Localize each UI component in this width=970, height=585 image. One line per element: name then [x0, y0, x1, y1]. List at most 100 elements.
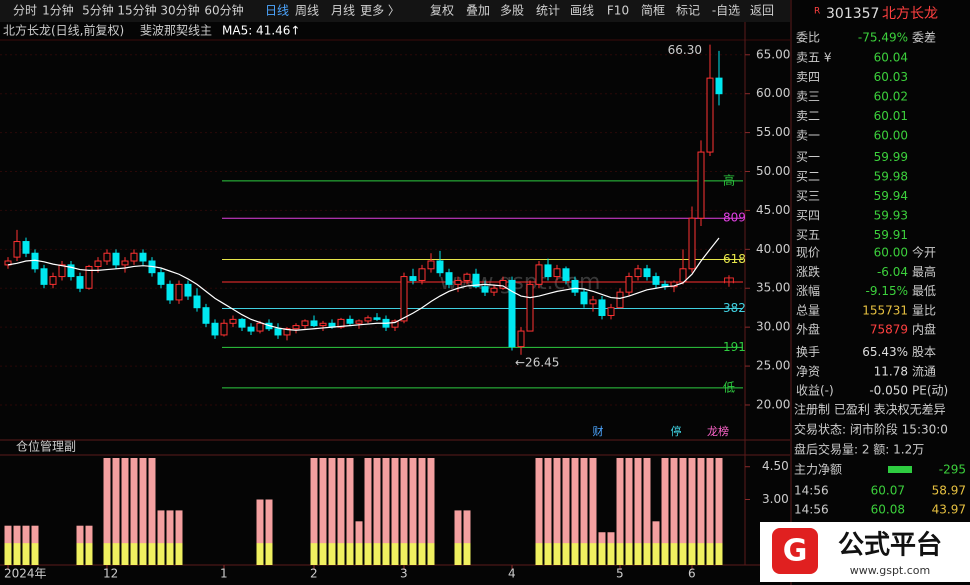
candle-body: [607, 307, 615, 316]
candle-body: [625, 276, 633, 293]
toolbar-button[interactable]: -自选: [712, 4, 740, 18]
candle-body: [220, 322, 228, 336]
position-bar: [121, 543, 129, 565]
position-bar: [139, 543, 147, 565]
toolbar-button[interactable]: 统计: [536, 4, 560, 18]
position-bar: [130, 543, 138, 565]
position-bar: [652, 543, 660, 565]
quote-value: 59.99: [874, 150, 908, 164]
position-bar: [76, 543, 84, 565]
y-tick-label: 3.00: [762, 492, 789, 506]
toolbar-button[interactable]: 多股: [500, 4, 524, 18]
candle-body: [391, 320, 399, 328]
svg-text:G: G: [783, 534, 808, 569]
toolbar-button[interactable]: F10: [607, 4, 629, 18]
toolbar-button[interactable]: 简框: [641, 4, 665, 18]
candle-body: [499, 279, 507, 289]
candle-body: [310, 320, 318, 327]
position-bar: [256, 499, 264, 565]
toolbar-button[interactable]: 更多 〉: [360, 4, 400, 18]
candle-body: [112, 252, 120, 266]
position-bar: [418, 458, 426, 565]
y-tick-label: 30.00: [756, 320, 790, 334]
candle-body: [436, 260, 444, 274]
candle-body: [634, 268, 642, 278]
quote-value: 155731: [862, 303, 908, 317]
toolbar-button[interactable]: 30分钟: [160, 3, 199, 18]
chart-title: 北方长龙(日线,前复权): [3, 23, 124, 38]
toolbar-button[interactable]: 分时: [13, 4, 37, 18]
toolbar-button[interactable]: 月线: [331, 4, 355, 18]
toolbar-button[interactable]: 返回: [750, 4, 774, 18]
quote-value: 59.91: [874, 228, 908, 242]
candle-body: [139, 252, 147, 262]
position-bar: [328, 458, 336, 565]
candle-body: [346, 318, 354, 324]
position-bar: [166, 510, 174, 565]
toolbar-button[interactable]: 5分钟: [82, 3, 114, 18]
toolbar-button[interactable]: 画线: [570, 4, 594, 18]
candle-body: [652, 276, 660, 285]
quote-label: PE(动): [912, 384, 948, 398]
position-bar: [346, 458, 354, 565]
x-tick-label: 2024年: [4, 567, 47, 581]
toolbar-button[interactable]: 1分钟: [42, 3, 74, 18]
candle-body: [571, 279, 579, 293]
x-tick-label: 4: [508, 567, 516, 581]
candle-body: [193, 295, 201, 309]
candle-body: [580, 291, 588, 305]
candle-body: [463, 273, 471, 281]
toolbar-button[interactable]: 日线: [265, 4, 289, 18]
position-bar: [544, 543, 552, 565]
candle-body: [337, 318, 345, 328]
candle-body: [526, 283, 534, 332]
status-line: 注册制 已盈利 表决权无差异: [794, 402, 946, 417]
toolbar-button[interactable]: 复权: [430, 4, 454, 18]
candle-body: [121, 260, 129, 266]
position-bar: [130, 458, 138, 565]
position-bar: [580, 458, 588, 565]
quote-label: 卖三: [796, 90, 820, 104]
flow-value: -295: [939, 463, 966, 477]
position-bar: [391, 543, 399, 565]
position-bar: [175, 510, 183, 565]
position-bar: [706, 543, 714, 565]
candle-body: [697, 151, 705, 219]
position-bar: [427, 543, 435, 565]
stock-code: 301357: [826, 6, 879, 22]
quote-label: 量比: [912, 303, 936, 317]
position-bar: [175, 543, 183, 565]
quote-value: -0.050: [869, 384, 908, 398]
candle-body: [373, 317, 381, 320]
position-bar: [616, 543, 624, 565]
toolbar-button[interactable]: 60分钟: [204, 3, 243, 18]
tick-trade: 60.08: [871, 503, 905, 517]
toolbar-button[interactable]: 15分钟: [117, 3, 156, 18]
flow-bar: [888, 466, 912, 473]
quote-label: 净资: [796, 364, 820, 378]
position-bar: [337, 543, 345, 565]
tick-trade: 14:56: [794, 484, 829, 498]
quote-label: 委比: [796, 31, 820, 45]
candle-body: [427, 260, 435, 270]
position-bar: [625, 543, 633, 565]
quote-value: 60.04: [874, 51, 908, 65]
toolbar-button[interactable]: 标记: [676, 4, 700, 18]
position-bar: [31, 543, 39, 565]
stock-name: 北方长龙: [882, 6, 938, 22]
toolbar-button[interactable]: 叠加: [466, 4, 490, 18]
quote-label: 买二: [796, 170, 820, 184]
position-bar: [643, 543, 651, 565]
candle-body: [562, 268, 570, 281]
position-bar: [364, 543, 372, 565]
position-bar: [643, 458, 651, 565]
toolbar-button[interactable]: 周线: [295, 4, 319, 18]
fib-label: 382: [723, 301, 746, 315]
candle-body: [616, 291, 624, 309]
candle-body: [22, 241, 30, 254]
position-bar: [571, 458, 579, 565]
event-marker: 财: [593, 424, 604, 438]
candle-body: [157, 272, 165, 285]
candle-body: [229, 318, 237, 324]
